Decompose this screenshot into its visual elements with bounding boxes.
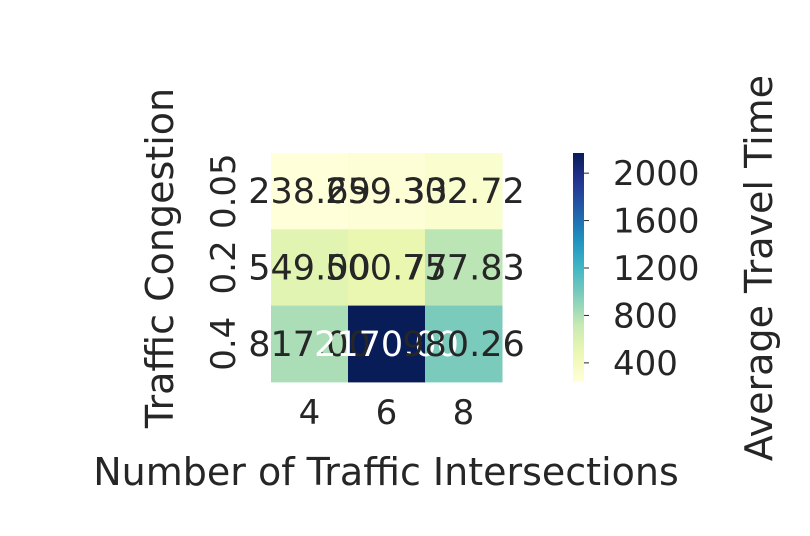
colorbar-tick-label: 1200 [613, 249, 700, 289]
y-axis-label: Traffic Congestion [138, 88, 182, 429]
x-axis-label: Number of Traffic Intersections [93, 450, 679, 494]
colorbar [573, 153, 584, 382]
cell-value-label: 500.77 [325, 248, 447, 288]
colorbar-tick-label: 400 [613, 344, 678, 384]
y-tick-label: 0.2 [204, 240, 244, 294]
cell-value-label: 980.26 [402, 325, 524, 365]
heatmap-cell [348, 229, 426, 307]
heatmap-cell [425, 153, 503, 230]
colorbar-tick-label: 1600 [613, 202, 700, 242]
cell-value-label: 238.69 [248, 172, 370, 212]
y-tick-labels: 0.05 0.2 0.4 [204, 153, 244, 370]
x-tick-label: 4 [299, 393, 321, 433]
colorbar-label: Average Travel Time [737, 75, 781, 461]
heatmap-cell [271, 305, 349, 383]
colorbar-tick-label: 2000 [613, 154, 700, 194]
heatmap-cell [271, 153, 349, 230]
cell-value-label: 2170.00 [314, 325, 459, 365]
y-tick-label: 0.05 [204, 153, 244, 229]
heatmap-cell [348, 153, 426, 230]
y-tick-label: 0.4 [204, 317, 244, 371]
heatmap-cell [348, 305, 426, 383]
colorbar-tick-label: 800 [613, 296, 678, 336]
colorbar-tick-labels: 400 800 1200 1600 2000 [584, 154, 700, 384]
cell-value-label: 757.83 [402, 248, 524, 288]
cell-value-label: 817.00 [248, 325, 370, 365]
cell-value-label: 302.72 [402, 172, 524, 212]
x-tick-labels: 4 6 8 [299, 393, 475, 433]
heatmap-cells [271, 153, 503, 383]
heatmap-cell [271, 229, 349, 307]
x-tick-label: 6 [376, 393, 398, 433]
heatmap-cell [425, 305, 503, 383]
cell-value-label: 259.33 [325, 172, 447, 212]
heatmap-cell [425, 229, 503, 307]
cell-value-label: 549.00 [248, 248, 370, 288]
x-tick-label: 8 [453, 393, 475, 433]
